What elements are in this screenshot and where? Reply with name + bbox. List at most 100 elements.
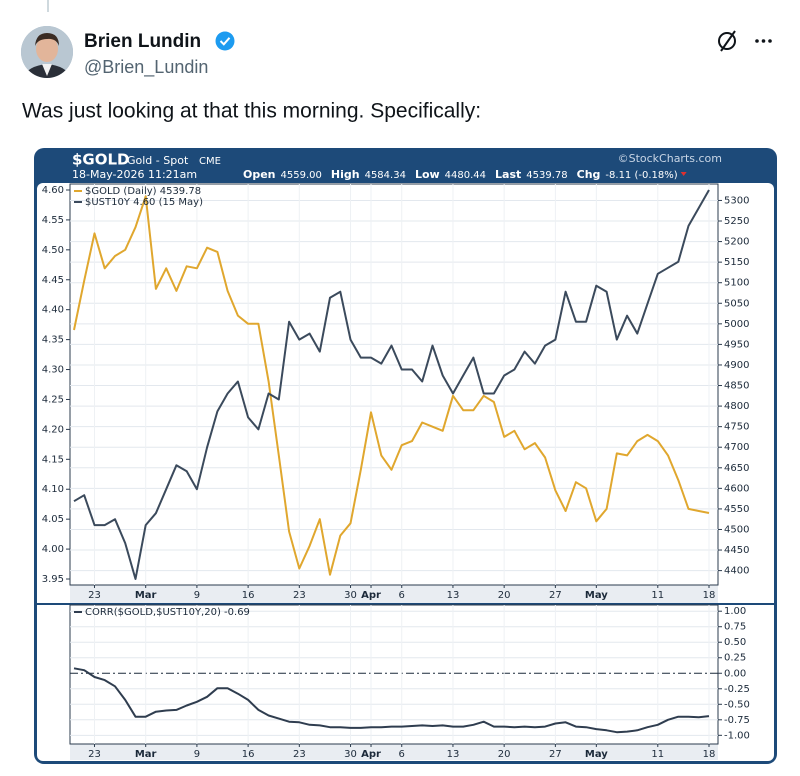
data-line [73,189,710,580]
quote-value: 4559.00 [281,170,322,181]
y-tick-label: 4950 [724,339,749,350]
chart-frame [34,148,777,764]
y-tick-label: 0.00 [724,668,746,679]
avatar[interactable] [20,26,74,80]
x-tick-label: Mar [135,590,157,601]
x-tick-label: May [585,749,608,760]
x-tick-label: 9 [194,590,200,601]
quote-value: 4584.34 [365,170,406,181]
x-tick-label: 11 [651,590,664,601]
y-tick-label: 4.10 [42,484,64,495]
quote-label: Last [495,168,521,181]
x-tick-label: 11 [651,749,664,760]
y-tick-label: 4.35 [42,335,64,346]
y-tick-label: 4.00 [42,544,64,555]
y-tick-label: 5300 [724,195,749,206]
y-tick-label: 4.25 [42,394,64,405]
x-tick-label: 13 [447,749,460,760]
y-tick-label: 5000 [724,319,749,330]
y-tick-label: 4.60 [42,185,64,196]
x-tick-label: 6 [399,749,405,760]
y-tick-label: 4500 [724,524,749,535]
x-tick-label: May [585,590,608,601]
quote-label: Chg [577,168,601,181]
x-tick-label: 18 [703,590,716,601]
author-name[interactable]: Brien Lundin [84,31,201,52]
chart-source: ©StockCharts.com [618,152,722,165]
y-tick-label: 5250 [724,216,749,227]
y-tick-label: 4450 [724,545,749,556]
y-tick-label: -0.50 [724,699,750,710]
quote-value: 4539.78 [526,170,567,181]
legend-label: CORR($GOLD,$UST10Y,20) -0.69 [85,607,250,618]
grok-icon[interactable] [718,30,736,52]
y-tick-label: 3.95 [42,574,64,585]
y-tick-label: 0.25 [724,653,746,664]
x-tick-label: Apr [361,590,381,601]
y-tick-label: 4.20 [42,424,64,435]
x-tick-label: Mar [135,749,157,760]
y-tick-label: 5050 [724,298,749,309]
x-tick-label: 27 [549,590,562,601]
y-tick-label: 4.50 [42,245,64,256]
y-tick-label: 4.30 [42,365,64,376]
x-tick-label: 18 [703,749,716,760]
y-tick-label: 4800 [724,401,749,412]
post-text: Was just looking at that this morning. S… [22,100,481,123]
verified-badge [215,31,235,51]
data-line [73,667,710,734]
x-tick-label: 23 [293,590,306,601]
chart-exchange: CME [199,156,221,167]
y-tick-label: 4.05 [42,514,64,525]
quote-value: 4480.44 [445,170,486,181]
quote-label: High [331,168,360,181]
y-tick-label: 4850 [724,381,749,392]
y-tick-label: 4.55 [42,215,64,226]
legend-label: $UST10Y 4.60 (15 May) [85,197,203,208]
quote-label: Open [243,168,276,181]
y-tick-label: 4.15 [42,454,64,465]
y-tick-label: 4750 [724,422,749,433]
y-tick-label: 5200 [724,237,749,248]
y-tick-label: -0.75 [724,715,750,726]
y-tick-label: 4.45 [42,275,64,286]
legend-label: $GOLD (Daily) 4539.78 [85,186,201,197]
y-tick-label: 4900 [724,360,749,371]
x-tick-label: 23 [88,590,101,601]
x-tick-label: 30 [344,590,357,601]
quote-value: -8.11 (-0.18%) [605,170,677,181]
quote-label: Low [415,168,440,181]
x-tick-label: 20 [498,590,511,601]
x-tick-label: 16 [242,590,255,601]
x-tick-label: 20 [498,749,511,760]
x-tick-label: Apr [361,749,381,760]
more-menu[interactable] [755,39,772,43]
x-tick-label: 9 [194,749,200,760]
y-tick-label: 5100 [724,278,749,289]
y-tick-label: 4650 [724,463,749,474]
y-tick-label: 5150 [724,257,749,268]
x-tick-label: 23 [293,749,306,760]
y-tick-label: 1.00 [724,606,746,617]
y-tick-label: 4700 [724,442,749,453]
x-tick-label: 23 [88,749,101,760]
x-tick-label: 16 [242,749,255,760]
x-tick-label: 6 [399,590,405,601]
x-tick-label: 27 [549,749,562,760]
y-tick-label: -1.00 [724,730,750,741]
change-down-arrow [680,172,687,176]
y-tick-label: 0.50 [724,637,746,648]
data-line [73,195,710,576]
author-handle[interactable]: @Brien_Lundin [84,57,208,78]
y-tick-label: 4.40 [42,305,64,316]
chart-description: Gold - Spot [127,154,189,167]
y-tick-label: 4550 [724,504,749,515]
x-tick-label: 13 [447,590,460,601]
y-tick-label: 0.75 [724,622,746,633]
y-tick-label: 4600 [724,483,749,494]
y-tick-label: -0.25 [724,684,750,695]
y-tick-label: 4400 [724,566,749,577]
chart-symbol: $GOLD [72,151,130,169]
chart-timestamp: 18-May-2026 11:21am [72,168,197,181]
